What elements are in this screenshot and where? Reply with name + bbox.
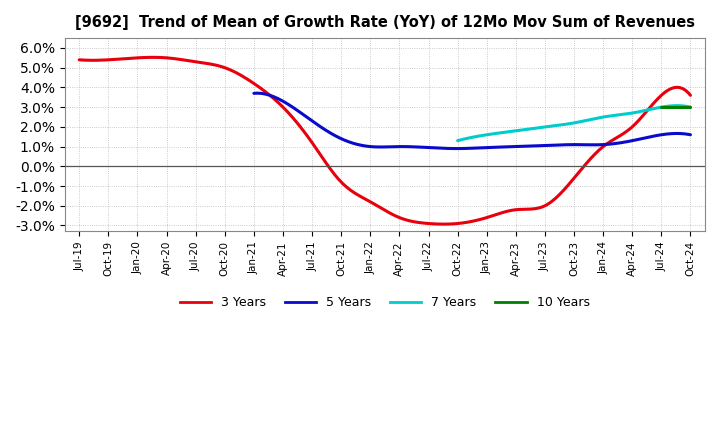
Title: [9692]  Trend of Mean of Growth Rate (YoY) of 12Mo Mov Sum of Revenues: [9692] Trend of Mean of Growth Rate (YoY… (75, 15, 695, 30)
Legend: 3 Years, 5 Years, 7 Years, 10 Years: 3 Years, 5 Years, 7 Years, 10 Years (175, 291, 595, 314)
